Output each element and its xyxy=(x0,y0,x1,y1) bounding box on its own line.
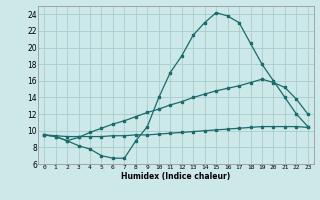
X-axis label: Humidex (Indice chaleur): Humidex (Indice chaleur) xyxy=(121,172,231,181)
